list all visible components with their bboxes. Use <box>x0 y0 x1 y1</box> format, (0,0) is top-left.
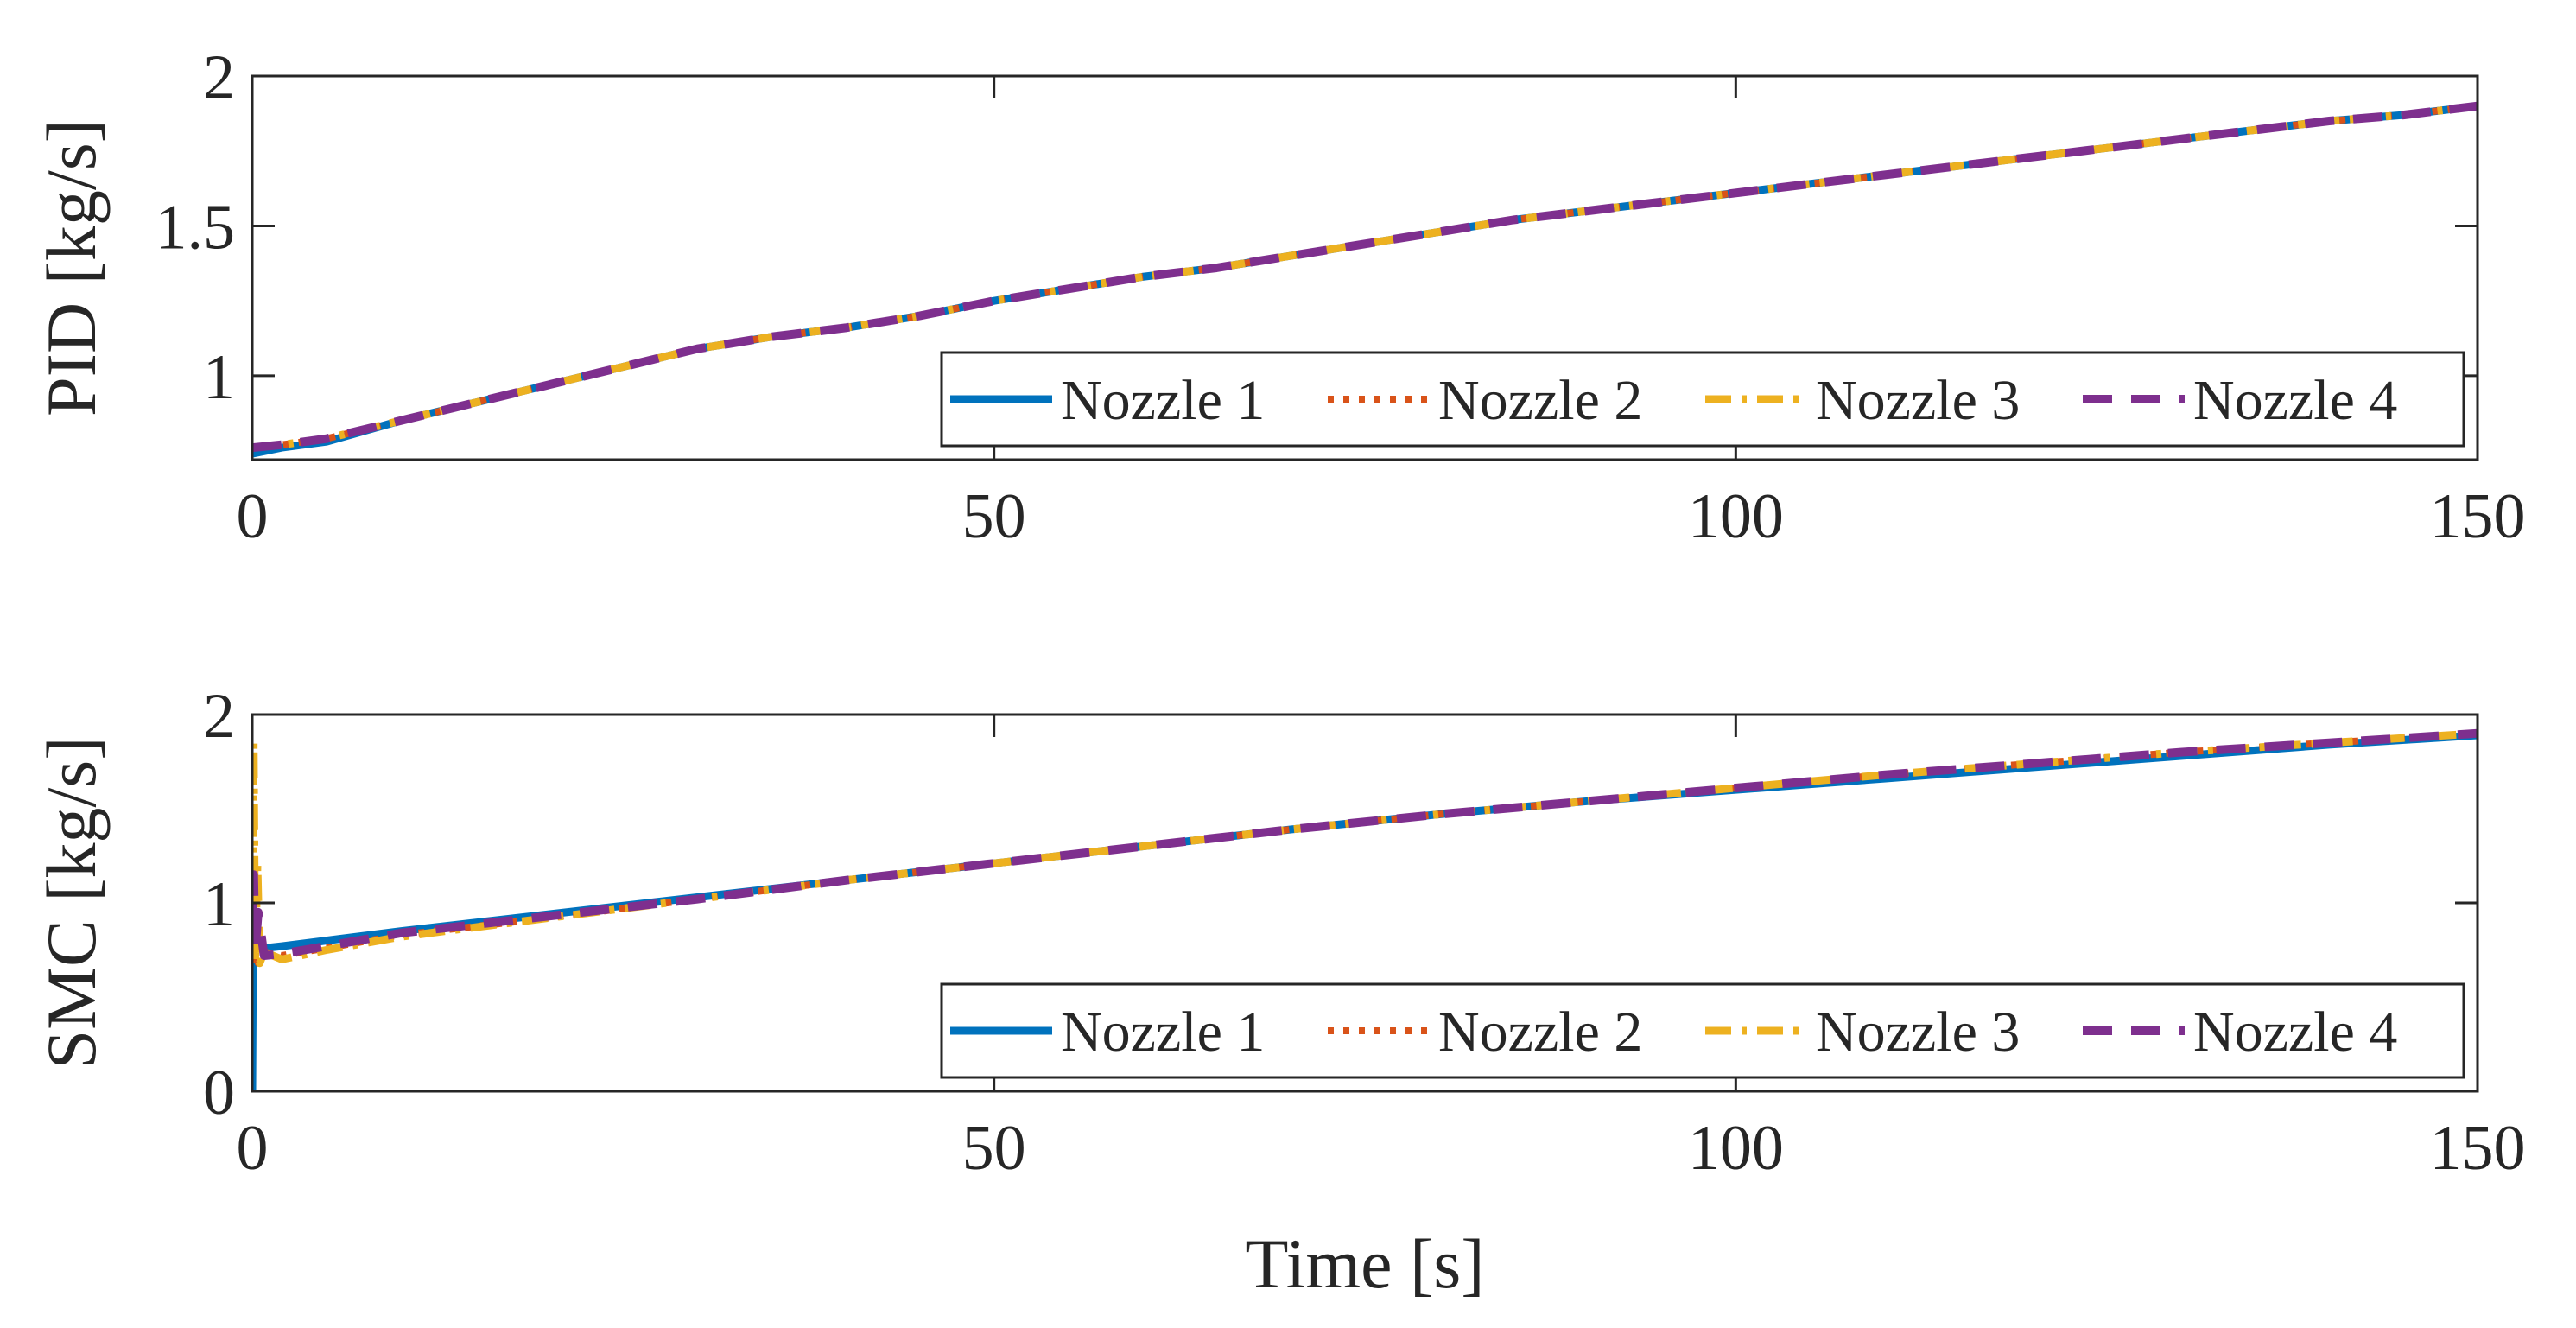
series-group <box>252 101 2478 458</box>
legend-label-nozzle-3: Nozzle 3 <box>1816 1001 2020 1064</box>
y-tick-label: 2 <box>203 42 235 113</box>
legend-label-nozzle-4: Nozzle 4 <box>2193 369 2397 432</box>
x-tick-label: 100 <box>1688 481 1784 552</box>
legend-box <box>940 982 2465 1079</box>
legend-label-nozzle-2: Nozzle 2 <box>1438 369 1642 432</box>
legend: Nozzle 1 Nozzle 2 Nozzle 3 Nozzle 4 <box>940 982 2465 1079</box>
x-tick-label: 50 <box>962 481 1026 552</box>
y-tick-label: 1 <box>203 342 235 413</box>
y-tick-label: 2 <box>203 681 235 752</box>
legend-label-nozzle-1: Nozzle 1 <box>1061 369 1265 432</box>
legend: Nozzle 1 Nozzle 2 Nozzle 3 Nozzle 4 <box>940 351 2465 448</box>
x-tick-label: 0 <box>237 481 269 552</box>
series-line-nozzle-4 <box>252 728 2478 960</box>
legend-label-nozzle-3: Nozzle 3 <box>1816 369 2020 432</box>
y-tick-label: 1.5 <box>155 192 236 263</box>
legend-label-nozzle-2: Nozzle 2 <box>1438 1001 1642 1064</box>
x-tick-label: 0 <box>237 1113 269 1184</box>
x-axis-title: Time [s] <box>1245 1224 1484 1303</box>
series-line-nozzle-4 <box>252 101 2478 453</box>
y-tick-label: 0 <box>203 1058 235 1128</box>
x-tick-label: 150 <box>2430 1113 2526 1184</box>
x-tick-label: 50 <box>962 1113 1026 1184</box>
series-group <box>252 728 2478 1092</box>
x-tick-label: 100 <box>1688 1113 1784 1184</box>
x-tick-label: 150 <box>2430 481 2526 552</box>
y-axis-title: SMC [kg/s] <box>32 736 111 1069</box>
legend-label-nozzle-4: Nozzle 4 <box>2193 1001 2397 1064</box>
legend-box <box>940 351 2465 448</box>
legend-label-nozzle-1: Nozzle 1 <box>1061 1001 1265 1064</box>
y-tick-label: 1 <box>203 869 235 940</box>
pid-axes: 0 50 100 150 1 1.5 2 PID [kg/s] Nozzle 1 Nozzle 2… <box>32 42 2526 552</box>
axes-box <box>251 74 2479 461</box>
y-axis-title: PID [kg/s] <box>32 119 111 416</box>
